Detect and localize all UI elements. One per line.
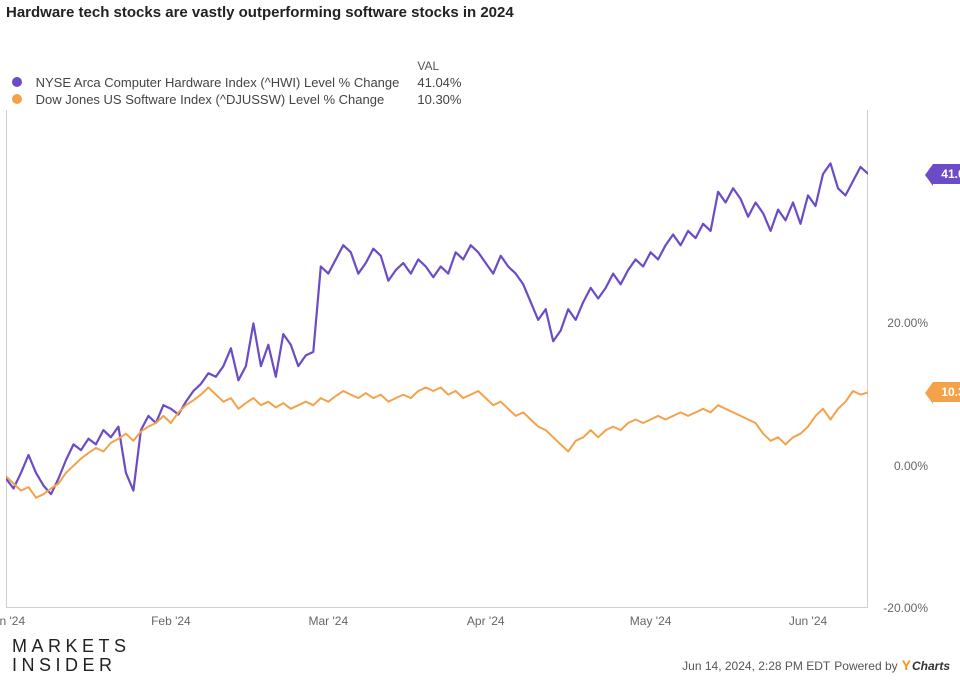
x-axis-label: Jan '24 bbox=[0, 614, 25, 628]
y-axis-label: -20.00% bbox=[883, 601, 928, 615]
x-axis-label: Mar '24 bbox=[308, 614, 348, 628]
x-axis-label: Apr '24 bbox=[467, 614, 505, 628]
legend-value-djussw: 10.30% bbox=[399, 91, 461, 108]
y-axis-label: 20.00% bbox=[887, 316, 928, 330]
y-axis-label: 0.00% bbox=[894, 459, 928, 473]
legend-label-djussw: Dow Jones US Software Index (^DJUSSW) Le… bbox=[36, 92, 385, 107]
series-line-hwi bbox=[6, 163, 868, 494]
x-axis-label: Feb '24 bbox=[151, 614, 191, 628]
brand-line-2: INSIDER bbox=[12, 656, 131, 675]
brand-line-1: MARKETS bbox=[12, 637, 131, 656]
chart-title: Hardware tech stocks are vastly outperfo… bbox=[6, 4, 514, 21]
chart-plot-area: -20.00%0.00%20.00%Jan '24Feb '24Mar '24A… bbox=[6, 110, 928, 608]
x-axis-label: Jun '24 bbox=[789, 614, 827, 628]
brand-logo: MARKETS INSIDER bbox=[12, 637, 131, 675]
x-axis-label: May '24 bbox=[630, 614, 672, 628]
legend-swatch-hwi bbox=[12, 77, 22, 87]
chart-lines bbox=[6, 110, 868, 608]
legend-value-header: VAL bbox=[399, 58, 461, 74]
end-value-flag-djussw: 10.30% bbox=[933, 382, 960, 402]
powered-by-label: Powered by bbox=[834, 659, 897, 673]
legend-swatch-djussw bbox=[12, 94, 22, 104]
end-value-flag-hwi: 41.04% bbox=[933, 164, 960, 184]
legend-label-hwi: NYSE Arca Computer Hardware Index (^HWI)… bbox=[36, 75, 400, 90]
chart-timestamp: Jun 14, 2024, 2:28 PM EDT bbox=[682, 659, 830, 673]
chart-legend: VAL NYSE Arca Computer Hardware Index (^… bbox=[12, 58, 461, 108]
legend-value-hwi: 41.04% bbox=[399, 74, 461, 91]
ycharts-logo: YCharts bbox=[902, 657, 950, 673]
chart-attribution: Jun 14, 2024, 2:28 PM EDT Powered by YCh… bbox=[682, 657, 950, 673]
